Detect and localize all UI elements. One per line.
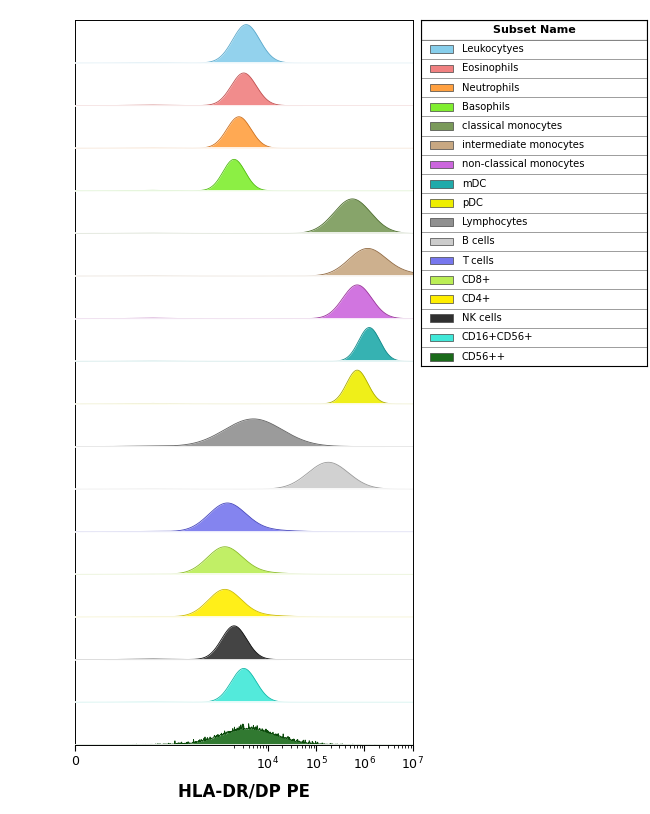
Bar xyxy=(421,78,647,97)
Bar xyxy=(430,122,453,130)
Text: Basophils: Basophils xyxy=(462,102,510,112)
Text: intermediate monocytes: intermediate monocytes xyxy=(462,140,584,151)
Bar xyxy=(430,160,453,168)
Text: Eosinophils: Eosinophils xyxy=(462,63,518,73)
Bar xyxy=(430,276,453,283)
Bar xyxy=(421,232,647,251)
Bar xyxy=(421,347,647,366)
Bar xyxy=(430,64,453,72)
Text: non-classical monocytes: non-classical monocytes xyxy=(462,160,584,169)
Text: T cells: T cells xyxy=(462,256,493,265)
Bar xyxy=(430,46,453,53)
Bar xyxy=(430,295,453,303)
Text: pDC: pDC xyxy=(462,198,483,208)
Bar xyxy=(430,142,453,149)
Bar xyxy=(430,256,453,265)
Text: CD16+CD56+: CD16+CD56+ xyxy=(462,332,533,343)
Bar xyxy=(430,103,453,111)
Text: Leukocytyes: Leukocytyes xyxy=(462,44,523,55)
Bar xyxy=(421,40,647,59)
Bar xyxy=(421,290,647,309)
Text: CD56++: CD56++ xyxy=(462,352,506,361)
Text: Lymphocytes: Lymphocytes xyxy=(462,217,527,227)
Text: CD8+: CD8+ xyxy=(462,275,491,285)
Bar xyxy=(421,174,647,194)
Bar xyxy=(421,194,647,212)
Text: Neutrophils: Neutrophils xyxy=(462,82,519,93)
Text: NK cells: NK cells xyxy=(462,313,502,323)
Text: Subset Name: Subset Name xyxy=(493,25,575,35)
Text: CD4+: CD4+ xyxy=(462,294,491,304)
Bar xyxy=(421,136,647,155)
Bar xyxy=(421,116,647,136)
Bar xyxy=(430,218,453,226)
Bar xyxy=(421,328,647,347)
Bar xyxy=(421,59,647,78)
X-axis label: HLA-DR/DP PE: HLA-DR/DP PE xyxy=(177,783,310,801)
Bar xyxy=(421,97,647,116)
Bar xyxy=(430,84,453,91)
Text: B cells: B cells xyxy=(462,236,495,247)
Bar xyxy=(421,251,647,270)
Bar xyxy=(421,309,647,328)
Bar xyxy=(430,199,453,207)
Bar xyxy=(430,334,453,341)
Text: mDC: mDC xyxy=(462,179,486,189)
Bar xyxy=(421,212,647,232)
Bar xyxy=(430,314,453,322)
Bar xyxy=(421,270,647,290)
Bar xyxy=(421,20,647,40)
Bar xyxy=(430,180,453,187)
Text: classical monocytes: classical monocytes xyxy=(462,121,562,131)
Bar xyxy=(430,352,453,361)
Bar xyxy=(430,238,453,245)
Bar xyxy=(421,155,647,174)
